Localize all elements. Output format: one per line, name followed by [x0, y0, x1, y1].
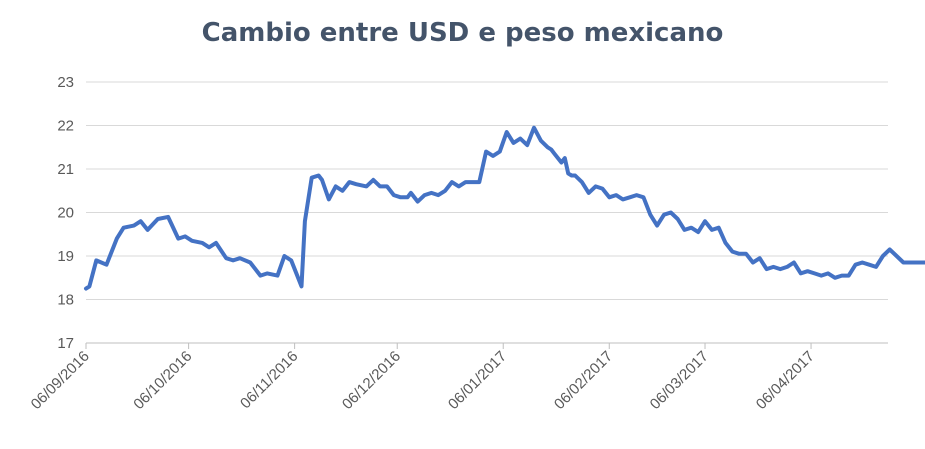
series-line [84, 125, 925, 291]
x-tick-label: 06/01/2017 [445, 348, 510, 413]
y-tick-label: 17 [57, 335, 74, 352]
gridlines [86, 81, 888, 344]
x-tick-label: 06/09/2016 [28, 348, 93, 413]
x-tick-label: 06/10/2016 [130, 348, 195, 413]
chart-title: Cambio entre USD e peso mexicano [201, 18, 724, 48]
y-tick-label: 23 [57, 74, 74, 91]
x-tick-label: 06/11/2016 [237, 348, 301, 412]
y-tick-label: 20 [57, 205, 74, 222]
x-axis-ticks: 06/09/2016 06/10/2016 06/11/2016 06/12/2016… [28, 343, 818, 413]
y-tick-label: 22 [57, 118, 74, 135]
x-tick-label: 06/04/2017 [753, 348, 818, 413]
series-layer [84, 125, 925, 291]
x-tick-label: 06/02/2017 [551, 348, 616, 413]
y-tick-label: 18 [57, 292, 74, 309]
x-tick-label: 06/03/2017 [647, 348, 712, 413]
y-axis-ticks: 17 18 19 20 21 22 23 [57, 74, 74, 352]
y-tick-label: 21 [57, 161, 74, 178]
y-tick-label: 19 [57, 248, 74, 265]
x-tick-label: 06/12/2016 [339, 348, 404, 413]
